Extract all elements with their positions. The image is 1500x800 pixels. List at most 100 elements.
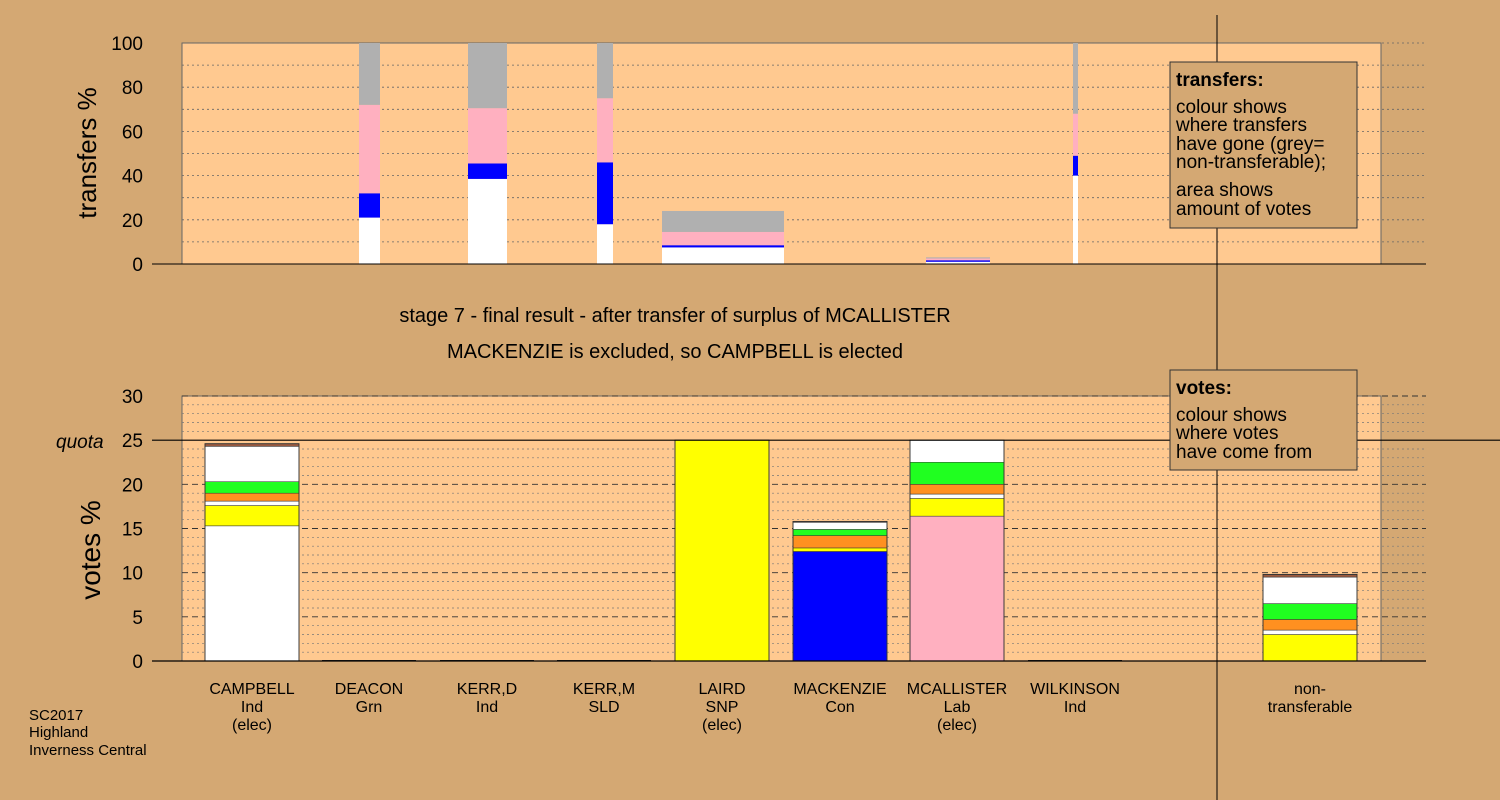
transfer-bar-segment xyxy=(468,108,507,164)
candidate-label: (elec) xyxy=(937,717,977,734)
vote-bar-segment xyxy=(1262,619,1358,631)
candidate-label: WILKINSON xyxy=(1030,681,1120,698)
vote-bar-segment xyxy=(792,529,888,536)
transfer-bars xyxy=(359,43,1078,264)
candidate-labels: CAMPBELLInd(elec)DEACONGrnKERR,DIndKERR,… xyxy=(209,681,1352,734)
transfer-bar-segment xyxy=(662,231,784,246)
transfers-tick-label: 40 xyxy=(122,167,143,188)
vote-bar-segment xyxy=(674,439,770,662)
transfer-bar-segment xyxy=(359,193,380,218)
vote-bar-segment xyxy=(909,515,1005,662)
candidate-label: (elec) xyxy=(702,717,742,734)
source-line: Highland xyxy=(29,724,88,741)
transfer-bar-segment xyxy=(468,43,507,109)
votes-tick-label: 30 xyxy=(122,387,143,408)
transfers-axis-title: transfers % xyxy=(72,87,102,219)
transfers-legend-line: non-transferable); xyxy=(1176,152,1326,173)
vote-bar-segment xyxy=(909,498,1005,517)
transfer-bar-segment xyxy=(359,104,380,194)
stage-line-1: stage 7 - final result - after transfer … xyxy=(399,305,950,327)
votes-axis-title: votes % xyxy=(75,500,106,600)
candidate-label: MCALLISTER xyxy=(907,681,1007,698)
vote-bar-segment xyxy=(909,462,1005,485)
candidate-label: KERR,D xyxy=(457,681,517,698)
transfer-bar-segment xyxy=(926,260,990,262)
transfer-bar-segment xyxy=(662,210,784,232)
transfer-bar-segment xyxy=(926,258,990,261)
votes-tick-label: 25 xyxy=(122,431,143,452)
vote-bar-segment xyxy=(204,505,300,527)
votes-legend-title: votes: xyxy=(1176,378,1232,399)
vote-bar-segment xyxy=(792,535,888,549)
votes-tick-label: 20 xyxy=(122,475,143,496)
axes: 0 20 40 60 80 100 quota 0 5 10 15 20 25 30 xyxy=(56,34,1500,673)
transfer-bar-segment xyxy=(468,178,507,264)
transfer-bar-segment xyxy=(1073,155,1078,176)
vote-bar-segment xyxy=(909,439,1005,463)
transfer-bar-segment xyxy=(359,217,380,264)
transfer-bar-segment xyxy=(1073,175,1078,264)
transfers-legend-line: area shows xyxy=(1176,180,1273,201)
vote-bar-segment xyxy=(1262,576,1358,604)
candidate-label: Ind xyxy=(476,699,498,716)
transfers-legend-line: have gone (grey= xyxy=(1176,134,1324,155)
candidate-label: DEACON xyxy=(335,681,403,698)
transfer-bar-segment xyxy=(597,224,613,264)
transfer-bar-segment xyxy=(468,163,507,179)
candidate-label: non- xyxy=(1294,681,1326,698)
vote-bar-segment xyxy=(909,493,1005,499)
candidate-label: MACKENZIE xyxy=(793,681,886,698)
transfers-legend-line: where transfers xyxy=(1175,115,1307,136)
transfer-bar-segment xyxy=(662,245,784,248)
transfer-bar-segment xyxy=(597,162,613,225)
transfer-bar-segment xyxy=(926,261,990,264)
votes-legend-line: colour shows xyxy=(1176,405,1287,426)
candidate-label: SLD xyxy=(588,699,619,716)
transfer-bar-segment xyxy=(597,43,613,99)
votes-tick-label: 5 xyxy=(132,608,143,629)
transfers-tick-label: 0 xyxy=(132,255,143,276)
transfers-legend: transfers: colour shows where transfers … xyxy=(1169,61,1358,229)
candidate-label: Grn xyxy=(356,699,383,716)
vote-bar-segment xyxy=(792,551,888,662)
vote-bar-segment xyxy=(1262,629,1358,635)
transfers-legend-title: transfers: xyxy=(1176,70,1264,91)
vote-bar-segment xyxy=(1262,634,1358,662)
transfers-tick-label: 20 xyxy=(122,211,143,232)
source-line: Inverness Central xyxy=(29,742,147,759)
transfers-legend-line: colour shows xyxy=(1176,97,1287,118)
vote-bar-segment xyxy=(909,484,1005,495)
candidate-label: LAIRD xyxy=(698,681,745,698)
transfers-legend-line: amount of votes xyxy=(1176,199,1311,220)
vote-bar-segment xyxy=(204,525,300,662)
vote-bar-segment xyxy=(204,492,300,502)
transfer-bar-segment xyxy=(1073,113,1078,156)
transfers-tick-label: 100 xyxy=(111,34,143,55)
candidate-label: Ind xyxy=(241,699,263,716)
candidate-label: SNP xyxy=(706,699,739,716)
transfer-bar-segment xyxy=(926,257,990,259)
candidate-label: (elec) xyxy=(232,717,272,734)
votes-tick-label: 10 xyxy=(122,564,143,585)
vote-bar-segment xyxy=(792,547,888,552)
transfer-bar-segment xyxy=(597,98,613,163)
transfers-tick-label: 80 xyxy=(122,78,143,99)
vote-bar-segment xyxy=(1262,603,1358,620)
vote-bars xyxy=(204,439,1358,662)
votes-legend-line: have come from xyxy=(1176,442,1312,463)
vote-bar-segment xyxy=(792,522,888,530)
candidate-label: Ind xyxy=(1064,699,1086,716)
candidate-label: KERR,M xyxy=(573,681,635,698)
transfers-tick-label: 60 xyxy=(122,122,143,143)
vote-bar-segment xyxy=(204,500,300,506)
transfer-bar-segment xyxy=(1073,43,1078,114)
votes-tick-label: 0 xyxy=(132,652,143,673)
quota-label: quota xyxy=(56,432,104,453)
candidate-label: Lab xyxy=(944,699,971,716)
votes-tick-label: 15 xyxy=(122,520,143,541)
candidate-label: transferable xyxy=(1268,699,1353,716)
transfer-bar-segment xyxy=(359,43,380,105)
candidate-label: Con xyxy=(825,699,854,716)
vote-bar-segment xyxy=(204,481,300,494)
